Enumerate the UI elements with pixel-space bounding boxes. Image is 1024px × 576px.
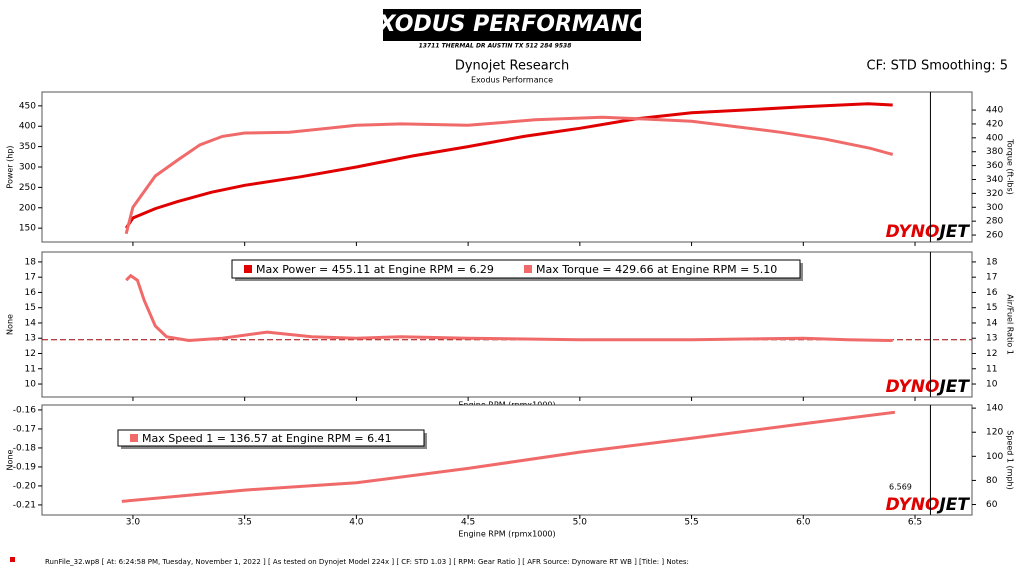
y-tick-label: -0.18: [13, 443, 37, 453]
series-line: [124, 102, 893, 229]
y-tick-label: 450: [19, 101, 36, 111]
y2-tick-label: 60: [986, 500, 998, 510]
title: Dynojet Research: [455, 59, 569, 74]
series-line: [121, 410, 896, 503]
y-tick-label: 350: [19, 142, 36, 152]
y-tick-label: 16: [25, 288, 37, 298]
y-tick-label: 250: [19, 183, 36, 193]
y-tick-label: 300: [19, 163, 36, 173]
y-axis-label: None: [6, 449, 15, 470]
x-axis-label: Engine RPM (rpmx1000): [458, 530, 555, 539]
y2-tick-label: 16: [986, 288, 998, 298]
y-tick-label: 10: [25, 380, 37, 390]
logo-box: [383, 9, 641, 41]
series-line: [125, 273, 893, 343]
y-tick-label: 18: [25, 257, 37, 267]
y2-tick-label: 120: [986, 428, 1003, 438]
footer-icon: [10, 557, 15, 562]
x-tick-label: 3.0: [126, 518, 141, 528]
settings: CF: STD Smoothing: 5: [867, 59, 1008, 74]
y2-tick-label: 80: [986, 476, 998, 486]
watermark: DYNOJET: [886, 222, 971, 242]
watermark-dyno: DYNO: [886, 377, 940, 397]
y-tick-label: 13: [25, 334, 36, 344]
legend-text: Max Power = 455.11 at Engine RPM = 6.29: [256, 263, 494, 276]
y2-tick-label: 280: [986, 217, 1003, 227]
y-tick-label: 200: [19, 203, 36, 213]
watermark-jet: JET: [936, 377, 970, 397]
y2-tick-label: 260: [986, 231, 1003, 241]
watermark-jet: JET: [936, 222, 970, 242]
y2-tick-label: 17: [986, 273, 997, 283]
legend-box: [117, 429, 425, 447]
cursor-label: 6.569: [889, 483, 912, 492]
subtitle: Exodus Performance: [471, 76, 553, 85]
legend-swatch: [130, 434, 138, 442]
y2-tick-label: 320: [986, 189, 1003, 199]
y-axis-label: Power (hp): [6, 145, 15, 188]
x-tick-label: 4.0: [349, 518, 364, 528]
y2-axis-label: Speed 1 (mph): [1006, 430, 1015, 489]
y2-tick-label: 10: [986, 380, 998, 390]
legend-swatch: [244, 265, 252, 273]
legend-text: Max Torque = 429.66 at Engine RPM = 5.10: [536, 263, 777, 276]
watermark: DYNOJET: [886, 495, 971, 515]
series-line: [124, 115, 894, 235]
y2-tick-label: 400: [986, 133, 1003, 143]
legend-swatch: [524, 265, 532, 273]
y-tick-label: 12: [25, 349, 36, 359]
y-tick-label: 11: [25, 364, 36, 374]
y2-tick-label: 11: [986, 364, 997, 374]
y-axis-label: None: [6, 314, 15, 335]
y2-tick-label: 18: [986, 257, 998, 267]
x-tick-label: 4.5: [461, 518, 475, 528]
y2-tick-label: 380: [986, 147, 1003, 157]
x-tick-label: 6.5: [908, 518, 922, 528]
y2-tick-label: 340: [986, 175, 1003, 185]
y2-tick-label: 440: [986, 106, 1003, 116]
y-tick-label: 400: [19, 122, 36, 132]
watermark: DYNOJET: [886, 377, 971, 397]
y2-tick-label: 100: [986, 452, 1003, 462]
watermark-jet: JET: [936, 495, 970, 515]
footer: RunFile_32.wp8 [ At: 6:24:58 PM, Tuesday…: [45, 558, 689, 566]
x-tick-label: 3.5: [238, 518, 252, 528]
y-tick-label: 15: [25, 303, 36, 313]
y-tick-label: -0.19: [13, 462, 37, 472]
y2-tick-label: 360: [986, 161, 1003, 171]
y2-tick-label: 300: [986, 203, 1003, 213]
y-tick-label: -0.16: [13, 405, 37, 415]
y2-tick-label: 15: [986, 303, 997, 313]
y-tick-label: -0.21: [13, 500, 36, 510]
y-tick-label: -0.17: [13, 424, 36, 434]
y2-axis-label: Air/Fuel Ratio 1: [1006, 294, 1015, 355]
x-tick-label: 5.5: [684, 518, 698, 528]
panel-frame: [41, 91, 973, 243]
y2-tick-label: 420: [986, 119, 1003, 129]
x-tick-label: 5.0: [573, 518, 588, 528]
address: 13711 THERMAL DR AUSTIN TX 512 284 9538: [419, 43, 572, 50]
x-tick-label: 6.0: [796, 518, 811, 528]
y2-axis-label: Torque (ft-lbs): [1006, 138, 1015, 195]
y2-tick-label: 12: [986, 349, 997, 359]
y-tick-label: 14: [25, 318, 37, 328]
logo: EXODUS PERFORMANCE: [364, 12, 661, 37]
watermark-dyno: DYNO: [886, 495, 940, 515]
y2-tick-label: 13: [986, 334, 997, 344]
legend-box: [231, 259, 801, 279]
y2-tick-label: 14: [986, 318, 998, 328]
y-tick-label: 150: [19, 224, 36, 234]
y-tick-label: -0.20: [13, 481, 37, 491]
watermark-dyno: DYNO: [886, 222, 940, 242]
y-tick-label: 17: [25, 273, 36, 283]
legend-text: Max Speed 1 = 136.57 at Engine RPM = 6.4…: [142, 432, 392, 445]
y2-tick-label: 140: [986, 404, 1003, 414]
